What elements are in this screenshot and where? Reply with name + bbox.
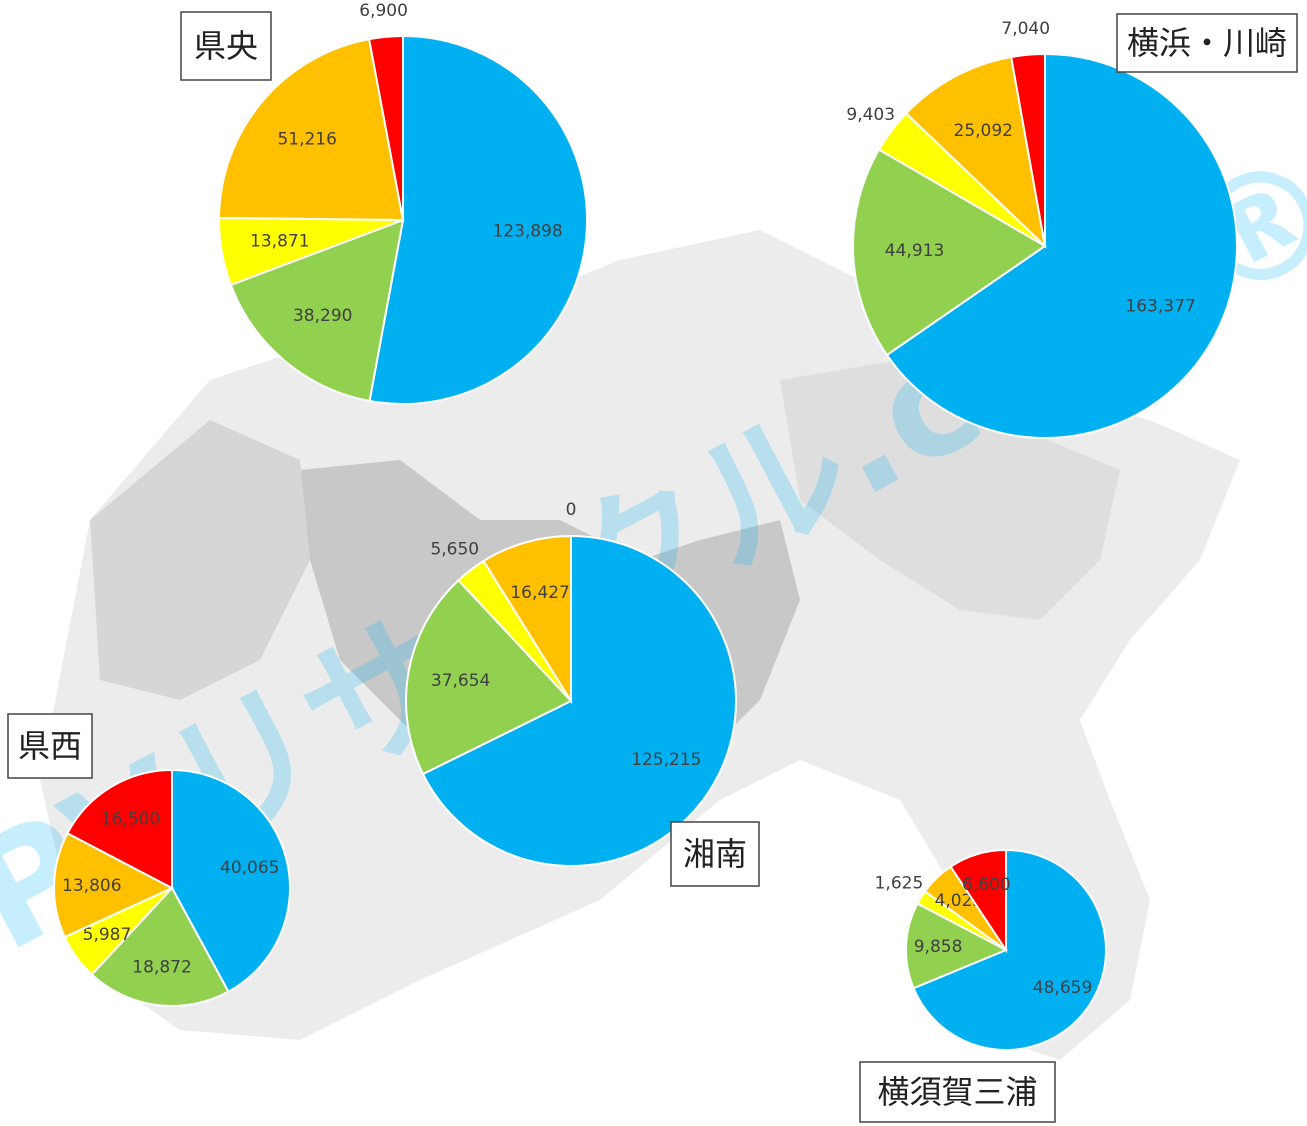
pie-slice bbox=[90, 886, 230, 1007]
charts: 123,898 38,290 13,871 51,216 6,900 県央 163,377 4… bbox=[7, 1, 1298, 1123]
chart-title: 県西 bbox=[18, 727, 82, 765]
data-label: 125,215 bbox=[631, 750, 701, 770]
pie-slice bbox=[171, 768, 291, 994]
data-label: 6,600 bbox=[962, 875, 1011, 895]
data-label: 9,403 bbox=[846, 105, 895, 125]
pie-slice bbox=[368, 34, 588, 405]
pie-slice bbox=[949, 848, 1007, 954]
data-label: 16,427 bbox=[510, 583, 569, 603]
pie-slice bbox=[421, 534, 737, 867]
data-label: 5,987 bbox=[83, 925, 132, 945]
data-label: 5,650 bbox=[430, 539, 479, 559]
pie-slice bbox=[912, 848, 1107, 1051]
data-label: 13,871 bbox=[250, 232, 309, 252]
data-label: 18,872 bbox=[132, 958, 191, 978]
pie-slice bbox=[1010, 52, 1046, 247]
data-label: 7,040 bbox=[1001, 19, 1050, 39]
pie-slice bbox=[405, 578, 573, 776]
data-label: 25,092 bbox=[954, 121, 1013, 141]
data-label: 37,654 bbox=[431, 671, 490, 691]
data-label: 1,625 bbox=[875, 874, 924, 894]
title-box bbox=[859, 1061, 1056, 1123]
data-label: 16,500 bbox=[101, 809, 160, 829]
data-label: 40,065 bbox=[220, 858, 279, 878]
pie-slice bbox=[905, 902, 1009, 990]
data-label: 13,806 bbox=[62, 876, 121, 896]
data-label: 123,898 bbox=[492, 221, 562, 241]
data-label: 48,659 bbox=[1033, 978, 1092, 998]
title-box bbox=[7, 713, 93, 779]
pie-slice bbox=[367, 34, 404, 221]
data-label: 51,216 bbox=[277, 130, 336, 150]
chart-title: 湘南 bbox=[683, 835, 747, 873]
pie-slice bbox=[852, 148, 1047, 357]
pie-slice bbox=[904, 55, 1047, 249]
title-box bbox=[180, 11, 272, 81]
data-label: 0 bbox=[566, 500, 577, 520]
chart-title: 県央 bbox=[194, 27, 258, 65]
title-box bbox=[1116, 13, 1298, 73]
data-label: 6,900 bbox=[359, 1, 408, 21]
data-label: 38,290 bbox=[293, 306, 352, 326]
pie-slice bbox=[217, 37, 405, 222]
data-label: 163,377 bbox=[1125, 297, 1195, 317]
pie-slice bbox=[885, 52, 1238, 439]
pie-slice bbox=[229, 218, 405, 403]
pie-slice bbox=[66, 768, 173, 890]
data-label: 9,858 bbox=[914, 937, 963, 957]
chart-title: 横浜・川崎 bbox=[1127, 24, 1287, 62]
pie-slice bbox=[482, 534, 572, 705]
chart-title: 横須賀三浦 bbox=[877, 1073, 1037, 1111]
pie-slice bbox=[53, 831, 175, 939]
title-box bbox=[670, 821, 760, 887]
data-label: 44,913 bbox=[885, 241, 944, 261]
